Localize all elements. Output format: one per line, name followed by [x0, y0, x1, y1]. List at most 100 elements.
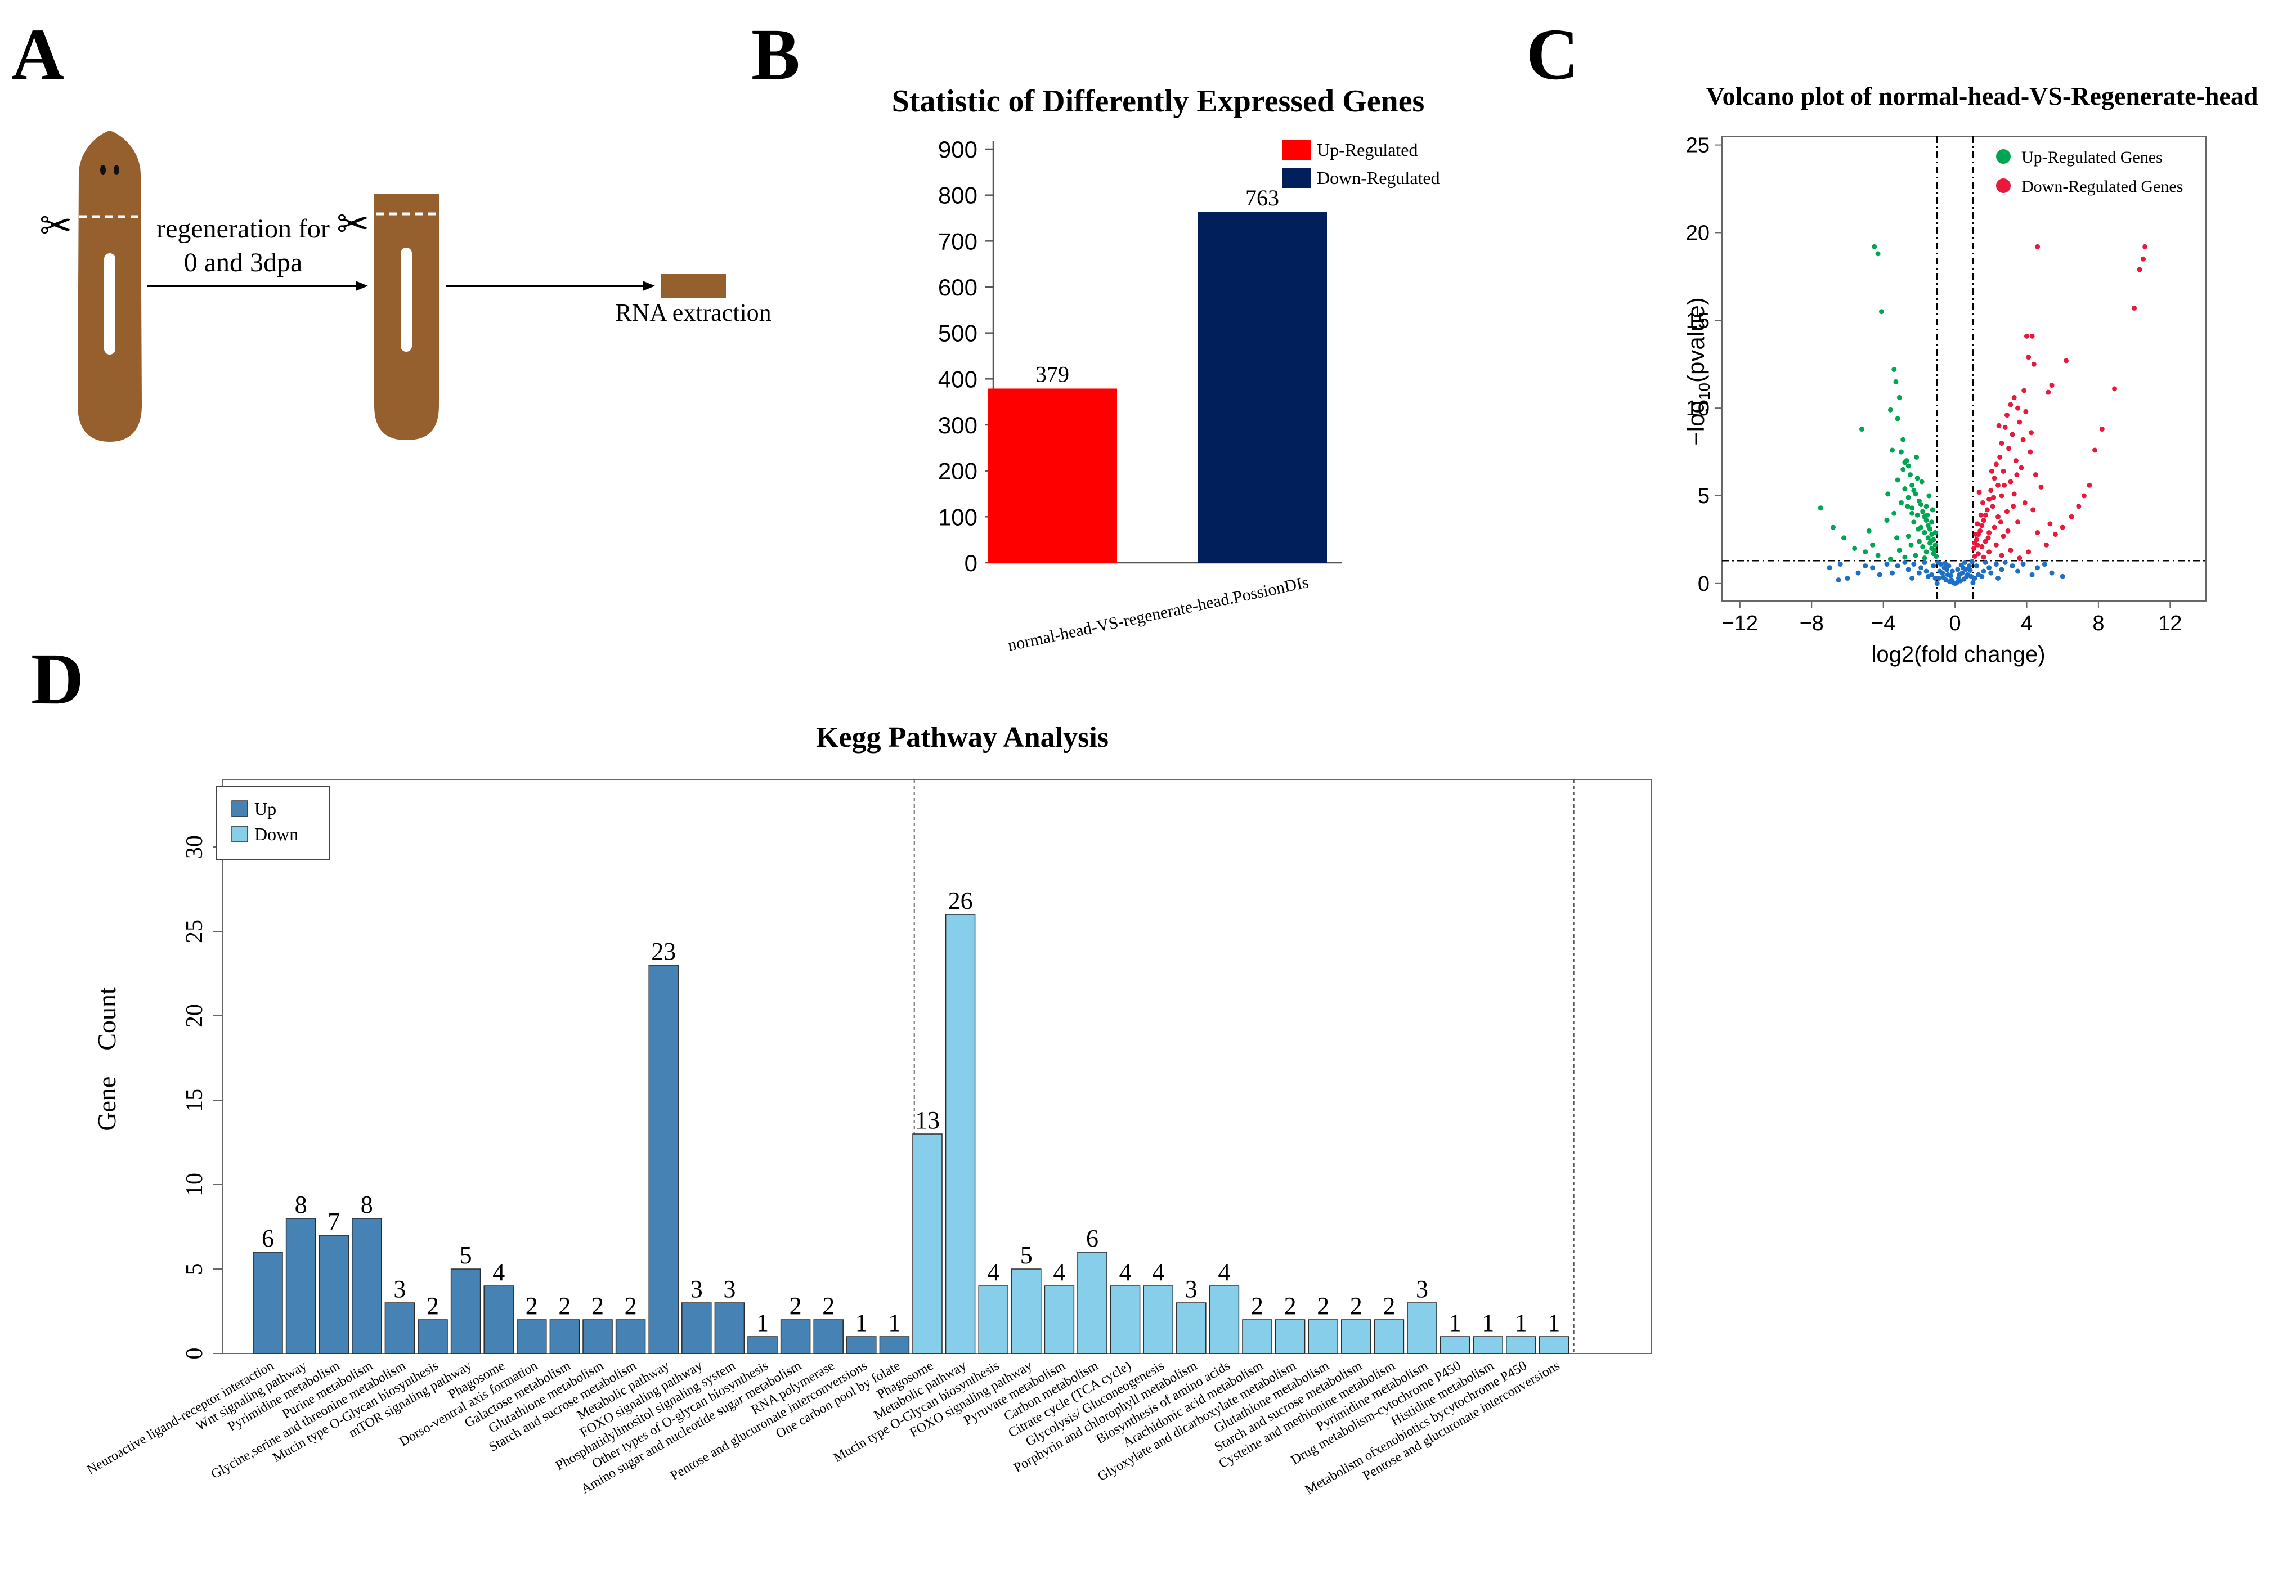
volcano-point-up	[1863, 549, 1868, 555]
kegg-bar	[1308, 1319, 1338, 1354]
kegg-bar	[285, 1218, 316, 1354]
volcano-point-up	[1900, 467, 1906, 472]
volcano-point-ns	[1925, 573, 1931, 579]
volcano-point-ns	[1972, 575, 1977, 581]
volcano-point-down	[1979, 544, 1985, 549]
volcano-point-down	[1999, 553, 2004, 558]
volcano-point-up	[1913, 553, 1918, 558]
volcano-point-down	[1983, 512, 1988, 518]
volcano-point-up	[1870, 542, 1876, 548]
volcano-point-up	[1927, 526, 1932, 532]
volcano-point-down	[1975, 551, 1981, 557]
kegg-bar	[450, 1268, 481, 1354]
volcano-point-ns	[1986, 565, 1992, 571]
kegg-y-tick-label: 5	[182, 1263, 208, 1275]
volcano-point-down	[1986, 530, 1992, 535]
legend-label-up: Up-Regulated	[1317, 140, 1418, 160]
volcano-point-down	[1993, 542, 1999, 548]
kegg-legend-down: Down	[254, 824, 298, 844]
volcano-point-down	[2087, 482, 2092, 488]
regeneration-arrow: regeneration for 0 and 3dpa	[147, 214, 368, 291]
volcano-point-down	[2004, 509, 2010, 514]
volcano-point-up	[1905, 495, 1911, 500]
kegg-bar	[1110, 1285, 1141, 1354]
volcano-point-down	[1995, 482, 2001, 488]
volcano-point-down	[2033, 472, 2038, 478]
kegg-bar-label: 4	[1119, 1258, 1132, 1286]
volcano-point-ns	[1955, 567, 1961, 572]
volcano-point-down	[1992, 476, 1997, 481]
volcano-point-down	[2011, 394, 2017, 400]
deg-y-tick-label: 800	[938, 182, 977, 209]
volcano-point-up	[1916, 526, 1921, 532]
regen-label-line2: 0 and 3dpa	[184, 248, 303, 277]
kegg-bar	[319, 1235, 349, 1354]
kegg-bar-label: 2	[558, 1292, 571, 1320]
volcano-point-ns	[1836, 577, 1841, 583]
volcano-point-up	[1928, 539, 1934, 544]
volcano-x-tick-label: −4	[1871, 612, 1895, 635]
volcano-point-up	[1925, 512, 1930, 518]
volcano-point-down	[2008, 479, 2014, 485]
kegg-bar	[1143, 1285, 1173, 1354]
volcano-y-tick-label: 20	[1686, 221, 1710, 245]
volcano-point-ns	[1949, 577, 1954, 583]
kegg-chart-title: Kegg Pathway Analysis	[816, 721, 1109, 754]
arrow-head-1	[356, 281, 368, 291]
kegg-bar-label: 1	[1482, 1309, 1494, 1337]
volcano-point-ns	[1995, 575, 2001, 581]
kegg-bar	[1506, 1336, 1536, 1354]
volcano-point-down	[2015, 405, 2021, 411]
volcano-point-ns	[1935, 559, 1941, 565]
volcano-point-ns	[1958, 562, 1964, 568]
kegg-bar-label: 1	[756, 1309, 769, 1337]
volcano-y-tick-label: 0	[1698, 572, 1710, 596]
volcano-point-ns	[1957, 572, 1962, 577]
volcano-point-up	[1929, 519, 1935, 525]
volcano-point-down	[2141, 256, 2146, 262]
volcano-frame: −12 −8 −4 0 4 8 12 0 5 10 15 20 25	[1686, 134, 2207, 635]
trunk-pharynx	[401, 248, 412, 352]
kegg-bar-label: 2	[427, 1292, 439, 1320]
volcano-point-up	[1866, 528, 1872, 534]
volcano-y-label-sub: 10	[1696, 383, 1713, 400]
kegg-bar-label: 2	[526, 1292, 538, 1320]
panel-c: C Volcano plot of normal-head-VS-Regener…	[1526, 14, 2258, 667]
volcano-point-down	[2022, 500, 2028, 505]
kegg-bar	[1077, 1252, 1107, 1354]
kegg-bar-label: 2	[1284, 1292, 1297, 1320]
volcano-point-up	[1911, 488, 1917, 494]
volcano-point-up	[1907, 472, 1913, 478]
kegg-bar	[1044, 1285, 1075, 1354]
scissors-icon: ✂	[39, 204, 73, 248]
volcano-point-down	[2064, 358, 2069, 364]
planarian-eye-right	[114, 165, 119, 175]
scissors-icon-2: ✂	[337, 202, 370, 246]
volcano-point-down	[1996, 423, 2002, 428]
volcano-point-down	[2028, 449, 2033, 455]
volcano-point-down	[2026, 549, 2032, 555]
volcano-point-ns	[1974, 563, 1979, 569]
volcano-point-up	[1909, 510, 1915, 516]
volcano-x-label: log2(fold change)	[1871, 642, 2045, 667]
volcano-point-down	[2011, 491, 2017, 497]
volcano-border	[1721, 136, 2207, 602]
volcano-point-down	[2001, 534, 2006, 539]
volcano-x-tick-label: 12	[2158, 612, 2182, 635]
volcano-point-up	[1923, 549, 1929, 555]
volcano-x-tick-label: 4	[2021, 612, 2033, 635]
volcano-point-up	[1914, 454, 1920, 460]
volcano-point-down	[1999, 493, 2004, 499]
legend-label-down: Down-Regulated	[1317, 168, 1440, 188]
volcano-point-down	[2026, 355, 2032, 360]
volcano-point-down	[2002, 482, 2007, 488]
kegg-bar-label: 2	[822, 1292, 835, 1320]
kegg-bar	[615, 1319, 646, 1354]
deg-y-tick-label: 0	[965, 550, 977, 576]
kegg-bar-label: 13	[915, 1106, 940, 1134]
volcano-point-up	[1908, 542, 1914, 548]
volcano-point-ns	[1962, 559, 1968, 565]
deg-bar-down	[1198, 212, 1327, 563]
kegg-bar	[780, 1319, 811, 1354]
volcano-point-down	[2006, 446, 2012, 451]
